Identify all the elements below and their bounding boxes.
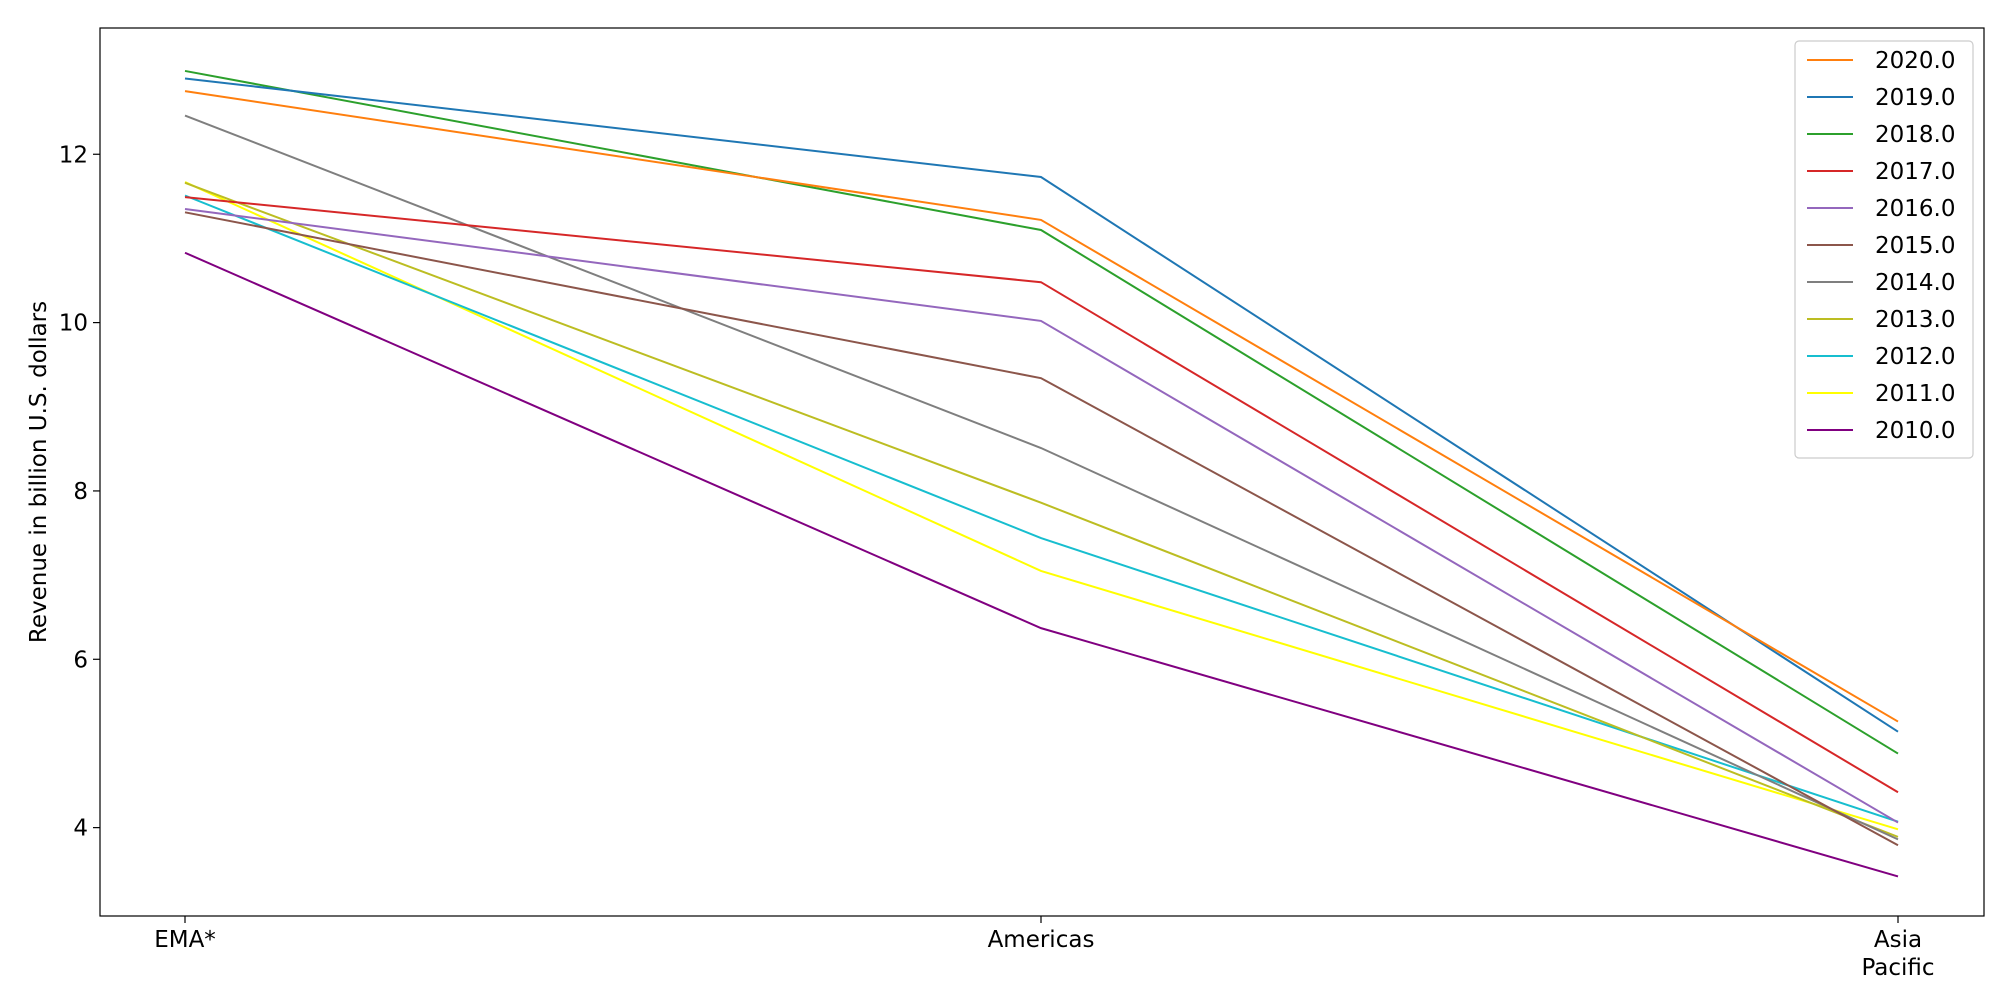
y-axis: 4 6 8 10 12 bbox=[59, 142, 100, 842]
y-tick-label: 10 bbox=[59, 311, 88, 337]
x-tick-label: EMA* bbox=[154, 927, 216, 953]
series-line-2013.0 bbox=[184, 181, 1899, 838]
series-layer bbox=[184, 69, 1899, 878]
legend-label: 2017.0 bbox=[1875, 159, 1955, 185]
legend-label: 2015.0 bbox=[1875, 233, 1955, 259]
y-axis-label: Revenue in billion U.S. dollars bbox=[26, 301, 52, 643]
legend-label: 2016.0 bbox=[1875, 196, 1955, 222]
x-tick-label: Asia Pacific bbox=[1861, 927, 1934, 981]
y-tick-label: 4 bbox=[73, 816, 88, 842]
plot-frame bbox=[99, 27, 1985, 917]
series-line-2020.0 bbox=[184, 90, 1899, 723]
legend-label: 2020.0 bbox=[1875, 48, 1955, 74]
legend-label: 2013.0 bbox=[1875, 307, 1955, 333]
x-axis: EMA* Americas Asia Pacific bbox=[154, 916, 1935, 981]
legend-label: 2011.0 bbox=[1875, 381, 1955, 407]
series-line-2018.0 bbox=[184, 69, 1899, 755]
plot-background bbox=[100, 28, 1984, 916]
series-line-2019.0 bbox=[184, 77, 1899, 733]
x-tick-label: Americas bbox=[988, 927, 1095, 953]
legend-label: 2010.0 bbox=[1875, 418, 1955, 444]
series-line-2016.0 bbox=[184, 207, 1899, 824]
y-tick-label: 8 bbox=[73, 479, 88, 505]
series-line-2017.0 bbox=[184, 196, 1899, 794]
series-line-2015.0 bbox=[184, 211, 1899, 847]
series-line-2012.0 bbox=[184, 194, 1899, 823]
series-line-2010.0 bbox=[184, 251, 1899, 878]
legend-label: 2012.0 bbox=[1875, 344, 1955, 370]
legend: 2020.0 2019.0 2018.0 2017.0 2016.0 2015.0 2014… bbox=[1794, 40, 1974, 459]
legend-label: 2014.0 bbox=[1875, 270, 1955, 296]
x-tick-label-line: Pacific bbox=[1861, 955, 1934, 981]
x-tick-label-line: Asia bbox=[1874, 927, 1922, 953]
legend-box bbox=[1794, 40, 1974, 459]
x-tick-label-line: EMA* bbox=[154, 927, 216, 953]
legend-label: 2019.0 bbox=[1875, 85, 1955, 111]
x-tick-label-line: Americas bbox=[988, 927, 1095, 953]
legend-label: 2018.0 bbox=[1875, 122, 1955, 148]
y-tick-label: 12 bbox=[59, 142, 88, 168]
series-line-2011.0 bbox=[184, 181, 1899, 831]
y-tick-label: 6 bbox=[73, 647, 88, 673]
